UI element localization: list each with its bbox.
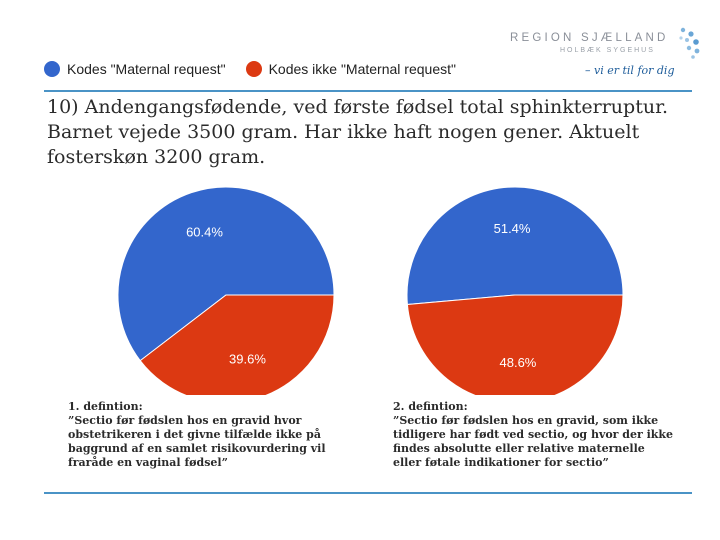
logo-tagline: – vi er til for dig xyxy=(585,64,675,77)
legend-swatch-red xyxy=(245,61,262,77)
definition-2: 2. defintion: ”Sectio før fødslen hos en… xyxy=(393,400,683,470)
case-description: 10) Andengangsfødende, ved første fødsel… xyxy=(47,96,669,168)
definition-1-line: ”Sectio før fødslen hos en gravid hvor xyxy=(68,414,302,427)
definition-1-heading: 1. defintion: xyxy=(68,400,143,413)
pie-2-label-2: 48.6% xyxy=(500,355,537,370)
logo-dots-icon xyxy=(679,27,700,59)
legend-label-kodes: Kodes "Maternal request" xyxy=(67,61,226,77)
definition-1-line: fraråde en vaginal fødsel” xyxy=(68,456,228,469)
pie-1-label-2: 39.6% xyxy=(229,351,266,366)
logo-subtitle: HOLBÆK SYGEHUS xyxy=(560,47,655,54)
chart-legend: Kodes "Maternal request" Kodes ikke "Mat… xyxy=(44,58,476,80)
definition-2-line: eller føtale indikationer for sectio” xyxy=(393,456,609,469)
region-logo: REGION SJÆLLAND HOLBÆK SYGEHUS – vi er t… xyxy=(505,26,705,90)
legend-item-kodes-ikke: Kodes ikke "Maternal request" xyxy=(245,61,456,77)
legend-label-kodes-ikke: Kodes ikke "Maternal request" xyxy=(268,61,456,77)
pie-1-label-1: 60.4% xyxy=(186,225,223,240)
definition-2-heading: 2. defintion: xyxy=(393,400,468,413)
definition-2-line: tidligere har født ved sectio, og hvor d… xyxy=(393,428,674,441)
pie-1-slice-2 xyxy=(139,294,335,395)
pie-charts: 60.4% 39.6% 51.4% 48.6% xyxy=(117,186,624,395)
bottom-divider xyxy=(44,492,692,494)
definition-1: 1. defintion: ”Sectio før fødslen hos en… xyxy=(68,400,338,470)
definition-2-line: findes absolutte eller relative maternel… xyxy=(393,442,645,455)
definition-1-line: baggrund af en samlet risikovurdering vi… xyxy=(68,442,326,455)
pie-2-slice-1 xyxy=(406,186,624,306)
logo-title: REGION SJÆLLAND xyxy=(510,32,669,44)
pie-2-slice-2 xyxy=(406,294,624,395)
legend-item-kodes: Kodes "Maternal request" xyxy=(44,61,226,77)
pie-2-label-1: 51.4% xyxy=(494,221,531,236)
legend-swatch-blue xyxy=(44,61,60,77)
top-divider xyxy=(44,90,692,92)
definition-2-line: ”Sectio før fødslen hos en gravid, som i… xyxy=(393,414,659,427)
pie-1-slice-1 xyxy=(117,186,335,362)
definition-1-line: obstetrikeren i det givne tilfælde ikke … xyxy=(68,428,321,441)
